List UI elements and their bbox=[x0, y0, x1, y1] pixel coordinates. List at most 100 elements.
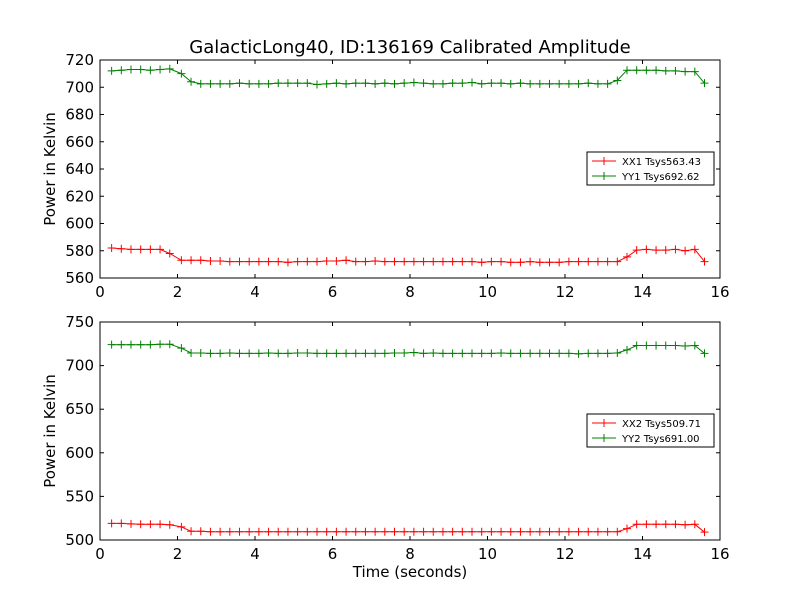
data-point bbox=[419, 527, 428, 536]
data-point bbox=[264, 527, 273, 536]
data-point bbox=[448, 349, 457, 358]
data-point bbox=[146, 245, 155, 254]
data-point bbox=[458, 79, 467, 88]
data-point bbox=[564, 257, 573, 266]
data-point bbox=[409, 257, 418, 266]
data-point bbox=[206, 349, 215, 358]
data-point bbox=[380, 257, 389, 266]
y-tick-label: 580 bbox=[65, 242, 94, 260]
data-point bbox=[371, 79, 380, 88]
data-point bbox=[351, 349, 360, 358]
x-tick-label: 6 bbox=[328, 283, 338, 301]
data-point bbox=[690, 67, 699, 76]
data-point bbox=[177, 69, 186, 78]
x-tick-label: 2 bbox=[173, 545, 183, 563]
data-point bbox=[671, 520, 680, 529]
data-point bbox=[107, 66, 116, 75]
data-point bbox=[187, 348, 196, 357]
y-tick-label: 560 bbox=[65, 269, 94, 287]
data-point bbox=[216, 349, 225, 358]
data-point bbox=[351, 527, 360, 536]
data-point bbox=[225, 79, 234, 88]
series-1 bbox=[107, 519, 709, 537]
data-point bbox=[216, 79, 225, 88]
data-point bbox=[361, 79, 370, 88]
data-point bbox=[506, 79, 515, 88]
data-point bbox=[274, 257, 283, 266]
data-point bbox=[127, 245, 135, 254]
data-point bbox=[313, 80, 321, 89]
data-point bbox=[468, 78, 476, 87]
data-point bbox=[661, 341, 670, 350]
data-point bbox=[661, 246, 670, 255]
data-point bbox=[535, 349, 544, 358]
data-point bbox=[661, 66, 670, 75]
data-point bbox=[642, 520, 651, 529]
data-point bbox=[254, 349, 263, 358]
data-point bbox=[283, 258, 292, 267]
data-point bbox=[477, 79, 486, 88]
data-point bbox=[196, 79, 205, 88]
data-point bbox=[156, 65, 165, 74]
data-point bbox=[313, 527, 321, 536]
data-point bbox=[351, 79, 360, 88]
legend: XX1 Tsys563.43 YY1 Tsys692.62 bbox=[586, 151, 715, 186]
data-point bbox=[293, 527, 302, 536]
data-point bbox=[117, 340, 126, 349]
data-point bbox=[448, 257, 457, 266]
data-point bbox=[506, 258, 515, 267]
data-point bbox=[623, 252, 631, 261]
data-point bbox=[671, 66, 680, 75]
legend-marker bbox=[600, 419, 608, 427]
data-point bbox=[584, 79, 593, 88]
data-point bbox=[254, 257, 263, 266]
data-point bbox=[322, 527, 331, 536]
legend-box bbox=[586, 151, 715, 186]
x-tick-label: 0 bbox=[95, 545, 105, 563]
data-point bbox=[371, 349, 380, 358]
data-point bbox=[516, 527, 525, 536]
data-point bbox=[535, 527, 544, 536]
x-tick-label: 8 bbox=[405, 283, 415, 301]
data-point bbox=[438, 79, 447, 88]
data-point bbox=[196, 256, 205, 265]
x-tick-label: 14 bbox=[633, 545, 652, 563]
data-point bbox=[351, 257, 360, 266]
data-point bbox=[603, 527, 612, 536]
subplot-2: 0 2 4 6 8 10 12 14 16 500 550 600 650 700 750 Power in … bbox=[41, 313, 730, 581]
data-point bbox=[380, 527, 389, 536]
data-point bbox=[438, 257, 447, 266]
data-point bbox=[235, 349, 244, 358]
data-point bbox=[632, 341, 641, 350]
data-point bbox=[332, 256, 341, 265]
data-point bbox=[652, 341, 661, 350]
data-point bbox=[127, 519, 135, 528]
data-point bbox=[613, 348, 622, 357]
data-point bbox=[632, 520, 641, 529]
data-point bbox=[117, 244, 126, 253]
subplot-1: 0 2 4 6 8 10 12 14 16 560 580 600 620 640 660 680 700 720… bbox=[41, 51, 730, 301]
y-tick-label: 600 bbox=[65, 215, 94, 233]
data-point bbox=[603, 349, 612, 358]
data-point bbox=[487, 527, 496, 536]
data-point bbox=[545, 527, 554, 536]
data-point bbox=[458, 349, 467, 358]
data-point bbox=[526, 257, 535, 266]
data-point bbox=[448, 79, 457, 88]
data-point bbox=[283, 527, 292, 536]
y-tick-label: 620 bbox=[65, 187, 94, 205]
data-point bbox=[342, 349, 351, 358]
legend-label: YY2 Tsys691.00 bbox=[621, 434, 700, 445]
data-point bbox=[177, 522, 186, 531]
data-point bbox=[187, 77, 196, 86]
x-tick-label: 10 bbox=[478, 545, 497, 563]
data-point bbox=[584, 527, 593, 536]
data-point bbox=[380, 79, 389, 88]
data-point bbox=[274, 79, 283, 88]
data-point bbox=[254, 527, 263, 536]
data-point bbox=[390, 79, 399, 88]
data-point bbox=[107, 519, 116, 528]
data-point bbox=[146, 520, 155, 529]
data-point bbox=[165, 520, 174, 529]
data-point bbox=[477, 527, 486, 536]
